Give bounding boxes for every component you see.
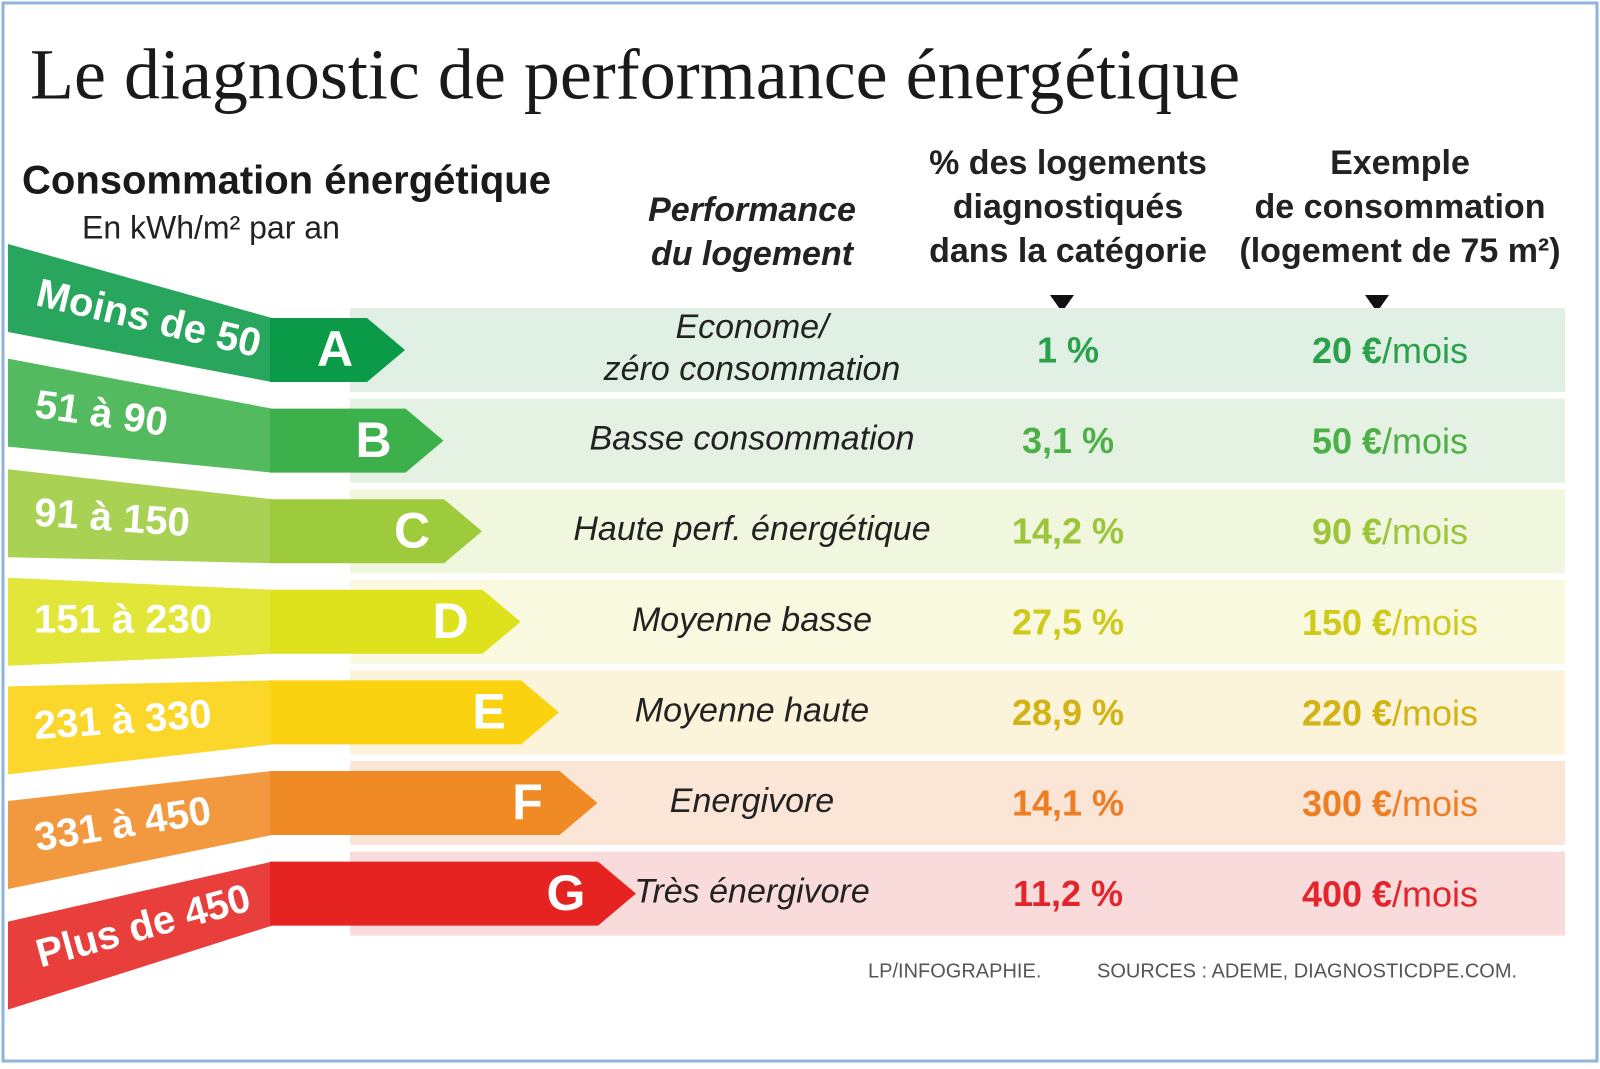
example-cost: 220 €/mois: [1302, 692, 1478, 733]
unit: /mois: [1392, 692, 1478, 733]
class-letter: B: [355, 412, 391, 468]
example-cost: 300 €/mois: [1302, 783, 1478, 824]
class-arrow: [270, 318, 405, 382]
column-header: dans la catégorie: [929, 232, 1207, 270]
column-header: diagnostiqués: [953, 188, 1183, 226]
performance: Moyenne haute: [635, 691, 869, 729]
class-arrow: [270, 861, 636, 926]
share: 14,1 %: [1012, 783, 1124, 824]
cost: 220 €: [1302, 692, 1392, 733]
row-band: [350, 489, 1565, 574]
row-band: [350, 308, 1565, 392]
class-letter: G: [547, 865, 586, 921]
header-arrow: [1050, 295, 1074, 312]
performance: Moyenne basse: [632, 601, 872, 639]
column-header: du logement: [651, 235, 855, 273]
row-band: [350, 579, 1565, 664]
example-cost: 20 €/mois: [1312, 330, 1468, 371]
range-ribbon: [8, 244, 272, 382]
unit: /mois: [1382, 511, 1468, 552]
share: 3,1 %: [1022, 420, 1114, 461]
performance: Haute perf. énergétique: [573, 510, 930, 548]
unit: /mois: [1392, 783, 1478, 824]
share: 14,2 %: [1012, 511, 1124, 552]
share: 11,2 %: [1013, 873, 1123, 914]
class-arrow: [270, 771, 598, 835]
example-cost: 150 €/mois: [1302, 601, 1478, 642]
performance: Très énergivore: [634, 873, 870, 911]
class-letter: F: [512, 774, 543, 830]
class-letter: A: [317, 321, 353, 377]
unit: /mois: [1392, 873, 1478, 914]
example-cost: 400 €/mois: [1302, 873, 1478, 914]
cost: 400 €: [1302, 873, 1392, 914]
performance: zéro consommation: [603, 350, 901, 388]
performance: Basse consommation: [589, 420, 914, 458]
cost: 150 €: [1302, 601, 1392, 642]
cost: 50 €: [1312, 420, 1382, 461]
column-header: % des logements: [929, 144, 1207, 182]
header-arrow: [1365, 295, 1389, 312]
class-letter: D: [432, 593, 468, 649]
credit: LP/INFOGRAPHIE.: [868, 960, 1041, 982]
unit: /mois: [1392, 601, 1478, 642]
range-ribbon: [8, 861, 272, 1010]
cost: 90 €: [1312, 511, 1382, 552]
title: Le diagnostic de performance énergétique: [30, 35, 1240, 115]
range-ribbon: [8, 577, 272, 666]
left-subheader: En kWh/m² par an: [82, 209, 340, 245]
performance: Econome/: [675, 308, 832, 346]
range-ribbon: [8, 771, 272, 889]
unit: /mois: [1382, 420, 1468, 461]
left-header: Consommation énergétique: [22, 159, 551, 203]
range-ribbon: [8, 680, 272, 775]
performance: Energivore: [670, 782, 834, 820]
sources: SOURCES : ADEME, DIAGNOSTICDPE.COM.: [1097, 960, 1517, 982]
share: 27,5 %: [1012, 601, 1124, 642]
class-arrow: [270, 589, 521, 654]
class-arrow: [270, 499, 482, 564]
class-letter: E: [472, 684, 505, 740]
range-ribbon: [8, 358, 272, 473]
range-label: 151 à 230: [34, 597, 212, 641]
cost: 20 €: [1312, 330, 1382, 371]
column-header: de consommation: [1255, 188, 1546, 226]
share: 1 %: [1037, 330, 1099, 371]
range-label: 91 à 150: [33, 491, 191, 545]
example-cost: 50 €/mois: [1312, 420, 1468, 461]
cost: 300 €: [1302, 783, 1392, 824]
class-letter: C: [394, 502, 430, 558]
example-cost: 90 €/mois: [1312, 511, 1468, 552]
column-header: (logement de 75 m²): [1239, 232, 1560, 270]
class-arrow: [270, 680, 559, 745]
unit: /mois: [1382, 330, 1468, 371]
range-ribbon: [8, 469, 272, 564]
row-band: [350, 398, 1565, 483]
column-header: Exemple: [1330, 144, 1470, 182]
class-arrow: [270, 408, 444, 473]
column-header: Performance: [648, 191, 856, 229]
share: 28,9 %: [1012, 692, 1124, 733]
